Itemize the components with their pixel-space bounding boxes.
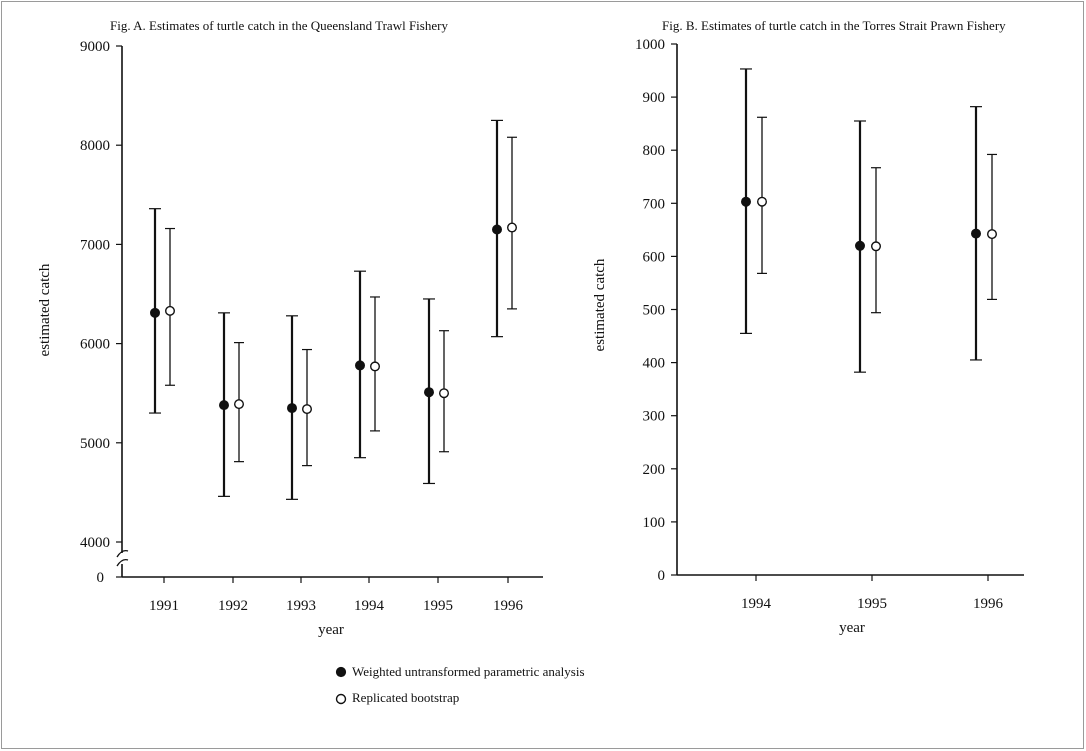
chart-a-axes — [116, 46, 543, 578]
chart-a-bootstrap-open-point — [233, 399, 244, 410]
chart-a-x-tick-label: 1993 — [286, 598, 316, 614]
chart-a-parametric-filled-point — [492, 224, 503, 235]
chart-a-ylabel: estimated catch — [37, 263, 53, 356]
chart-a-axis-break-lower — [116, 558, 129, 567]
chart-a-x-ticks: 1991 1992 1993 1994 1995 1996 — [149, 577, 524, 614]
chart-a-marks — [149, 119, 518, 500]
chart-a-y-tick-label: 6000 — [80, 337, 110, 353]
chart-a-y-tick-label-zero: 0 — [97, 570, 105, 586]
chart-a-parametric-filled-point — [218, 400, 229, 411]
chart-a-y-tick-label: 5000 — [80, 436, 110, 452]
chart-a-parametric-filled-point — [355, 360, 366, 371]
chart-a-parametric-filled-point — [424, 387, 435, 398]
chart-a-x-tick-label: 1996 — [493, 598, 524, 614]
chart-a-y-tick-label: 8000 — [80, 138, 110, 154]
chart-a-y-ticks: 4000 5000 6000 7000 8000 9000 0 — [80, 39, 122, 586]
chart-a-bootstrap-open-point — [302, 404, 313, 415]
chart-a-bootstrap-open-point — [370, 361, 381, 372]
chart-a-x-tick-label: 1992 — [218, 598, 248, 614]
chart-a-bootstrap-open-point — [507, 222, 518, 233]
chart-a-parametric-filled-point — [149, 307, 160, 318]
chart-a-xlabel: year — [318, 622, 344, 638]
chart-a-x-tick-label: 1991 — [149, 598, 179, 614]
chart-a-bootstrap-open-point — [439, 388, 450, 399]
chart-a-y-tick-label: 7000 — [80, 237, 110, 253]
chart-a-x-tick-label: 1994 — [354, 598, 385, 614]
chart-a-title: Fig. A. Estimates of turtle catch in the… — [110, 18, 448, 33]
chart-a-parametric-filled-point — [287, 403, 298, 414]
chart-a-y-tick-label: 9000 — [80, 39, 110, 55]
chart-a-bootstrap-open-point — [164, 305, 175, 316]
chart-a-axis-break-upper — [116, 549, 129, 558]
chart-a-x-tick-label: 1995 — [423, 598, 453, 614]
chart-a-y-tick-label: 4000 — [80, 535, 110, 551]
